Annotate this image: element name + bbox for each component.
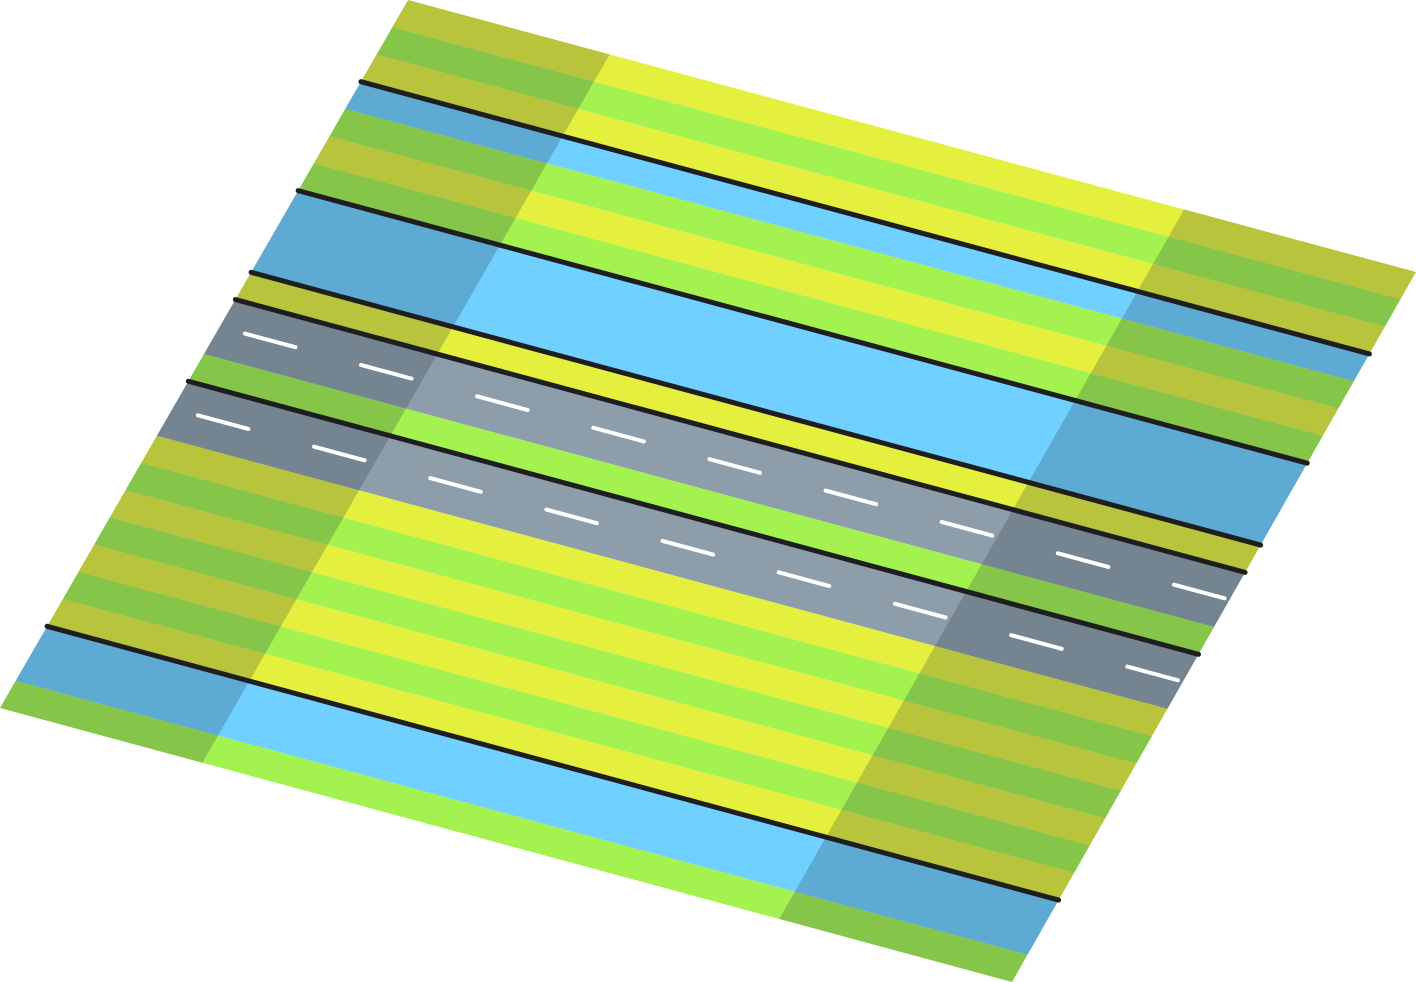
zone-boundary-line bbox=[185, 378, 1201, 657]
zone-boundary-line bbox=[295, 188, 1310, 466]
zone-boundary-line bbox=[44, 623, 1062, 903]
grass-band bbox=[392, 0, 1416, 300]
grass-band bbox=[109, 490, 1137, 791]
lane-dash bbox=[591, 425, 646, 444]
lane-dash bbox=[242, 331, 298, 350]
grass-band bbox=[125, 462, 1152, 764]
lane-dash bbox=[660, 538, 716, 557]
grass-band bbox=[235, 272, 1261, 573]
lane-dash bbox=[939, 519, 995, 538]
grass-band bbox=[313, 136, 1339, 436]
grass-band bbox=[94, 517, 1121, 819]
left-shade-column bbox=[0, 0, 610, 763]
lane-dash bbox=[1055, 551, 1111, 569]
lane-dash bbox=[776, 570, 832, 589]
lane-dash bbox=[707, 457, 762, 475]
water-band bbox=[345, 81, 1370, 382]
right-shade-column bbox=[779, 209, 1416, 982]
lane-dash bbox=[475, 394, 530, 413]
grass-band bbox=[298, 163, 1323, 464]
lane-dash bbox=[1009, 633, 1064, 651]
grass-band bbox=[62, 571, 1090, 873]
boundary-lines bbox=[44, 79, 1372, 903]
lane-dash bbox=[195, 413, 251, 431]
lane-dash bbox=[892, 601, 948, 620]
grass-band bbox=[141, 435, 1168, 737]
lane-dash bbox=[823, 488, 879, 507]
grass-band bbox=[47, 599, 1075, 901]
water-band bbox=[15, 626, 1059, 955]
lane-dash bbox=[1171, 582, 1227, 601]
grass-band bbox=[78, 544, 1106, 846]
grass-band bbox=[329, 108, 1354, 409]
lane-dash bbox=[428, 476, 483, 494]
zone-boundary-line bbox=[232, 297, 1248, 575]
grass-band bbox=[0, 680, 1028, 982]
zone-boundary-line bbox=[358, 79, 1372, 357]
lane-dash bbox=[359, 362, 414, 381]
road-lane-markings bbox=[195, 331, 1227, 683]
grass-band bbox=[376, 27, 1401, 327]
lane-dash bbox=[1125, 664, 1180, 683]
zone-boundary-line bbox=[248, 269, 1264, 548]
grass-band bbox=[360, 54, 1385, 354]
lane-dash bbox=[312, 444, 367, 463]
water-band bbox=[251, 190, 1308, 546]
grass-band bbox=[188, 354, 1214, 655]
lane-dash bbox=[544, 507, 599, 526]
